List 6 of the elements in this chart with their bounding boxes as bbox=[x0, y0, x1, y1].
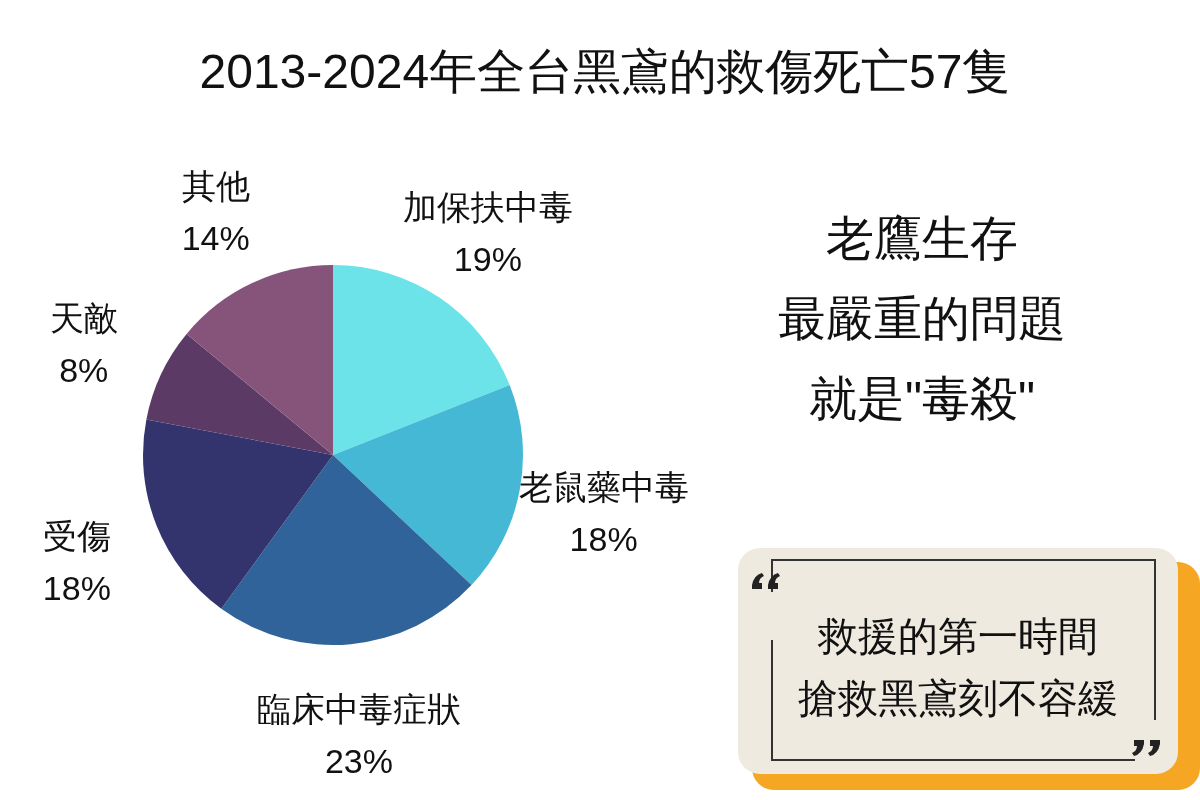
text: 老鷹生存 bbox=[826, 212, 1018, 265]
text: 搶救黑鳶刻不容緩 bbox=[798, 676, 1118, 720]
text: 最嚴重的問題 bbox=[778, 292, 1066, 345]
chart-title: 2013-2024年全台黑鳶的救傷死亡57隻 bbox=[199, 45, 1011, 98]
text: 救援的第一時間 bbox=[817, 614, 1098, 658]
text: 就是"毒殺" bbox=[808, 372, 1036, 425]
